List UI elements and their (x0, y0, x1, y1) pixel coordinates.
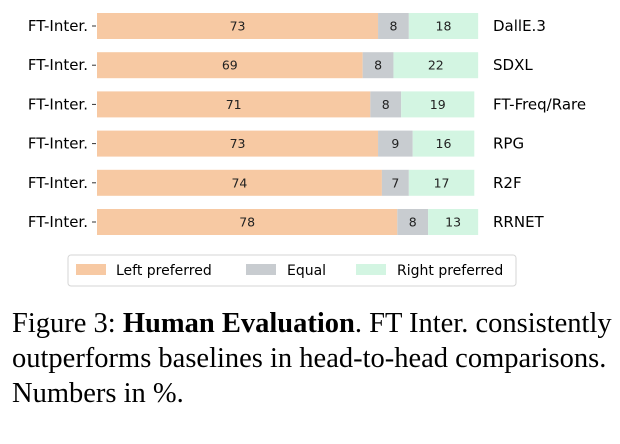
bar-value-label: 22 (428, 58, 444, 73)
bar-value-label: 74 (231, 175, 247, 190)
legend: Left preferred Equal Right preferred (67, 254, 517, 287)
caption-text: . FT Inter. consistently outperforms bas… (12, 308, 612, 409)
right-tick-label: FT-Freq/Rare (493, 95, 586, 113)
left-tick-label: FT-Inter. (28, 135, 88, 153)
bar-value-label: 13 (445, 215, 461, 230)
left-tick-label: FT-Inter. (28, 56, 88, 74)
right-tick-label: RPG (493, 135, 524, 153)
bar-value-label: 78 (239, 215, 255, 230)
legend-frame (67, 254, 517, 287)
bar-segment (378, 130, 413, 157)
bar-segment (97, 130, 379, 157)
bar-value-label: 69 (222, 58, 238, 73)
bar-value-label: 71 (226, 97, 242, 112)
bar-segment (381, 169, 409, 196)
left-tick-label: FT-Inter. (28, 17, 88, 35)
legend-label: Equal (287, 263, 326, 279)
bar-value-label: 19 (430, 97, 446, 112)
bar-value-label: 17 (434, 175, 450, 190)
bar-segment (362, 52, 394, 79)
bar-segment (428, 209, 479, 235)
bar-value-label: 73 (230, 19, 246, 34)
bar-value-label: 18 (436, 19, 452, 34)
right-tick-labels: DallE.3 SDXL FT-Freq/Rare RPG R2F RRNET (493, 17, 586, 231)
bars (97, 13, 479, 235)
stacked-bar-chart: FT-Inter. FT-Inter. FT-Inter. FT-Inter. FT-I… (28, 13, 586, 287)
bar-value-label: 16 (436, 136, 452, 151)
caption-bold: Human Evaluation (122, 308, 355, 339)
bar-segment (393, 52, 479, 79)
bar-segment (97, 52, 363, 79)
bar-value-label: 9 (391, 136, 399, 151)
left-tick-label: FT-Inter. (28, 213, 88, 231)
bar-value-labels: 73 8 18 69 8 22 71 8 19 73 9 16 74 7 17 78 8 13 (222, 19, 461, 230)
bar-value-label: 8 (409, 215, 417, 230)
bar-value-label: 8 (374, 58, 382, 73)
right-tick-label: R2F (493, 174, 522, 192)
legend-label: Right preferred (397, 263, 503, 279)
bar-value-label: 8 (389, 19, 397, 34)
legend-swatch (356, 264, 386, 275)
bar-segment (408, 169, 475, 196)
bar-value-label: 8 (382, 97, 390, 112)
right-tick-label: RRNET (493, 213, 545, 231)
bar-segment (97, 13, 379, 39)
left-tick-label: FT-Inter. (28, 174, 88, 192)
figure-caption: Figure 3: Human Evaluation. FT Inter. co… (12, 306, 612, 411)
bar-segment (408, 13, 479, 39)
legend-label: Left preferred (116, 263, 212, 279)
legend-swatch (76, 264, 106, 275)
bar-segment (412, 130, 475, 157)
right-tick-label: DallE.3 (493, 17, 546, 35)
left-tick-label: FT-Inter. (28, 95, 88, 113)
bar-segment (378, 13, 409, 39)
bar-segment (397, 209, 429, 235)
left-tick-labels: FT-Inter. FT-Inter. FT-Inter. FT-Inter. FT-I… (28, 17, 96, 231)
bar-segment (370, 91, 402, 118)
bar-segment (97, 91, 371, 118)
bar-segment (97, 169, 382, 196)
legend-swatch (246, 264, 276, 275)
bar-value-label: 7 (391, 175, 399, 190)
bar-segment (401, 91, 475, 118)
bar-segment (97, 209, 398, 235)
bar-value-label: 73 (230, 136, 246, 151)
caption-label: Figure 3: (12, 308, 116, 339)
right-tick-label: SDXL (493, 56, 533, 74)
